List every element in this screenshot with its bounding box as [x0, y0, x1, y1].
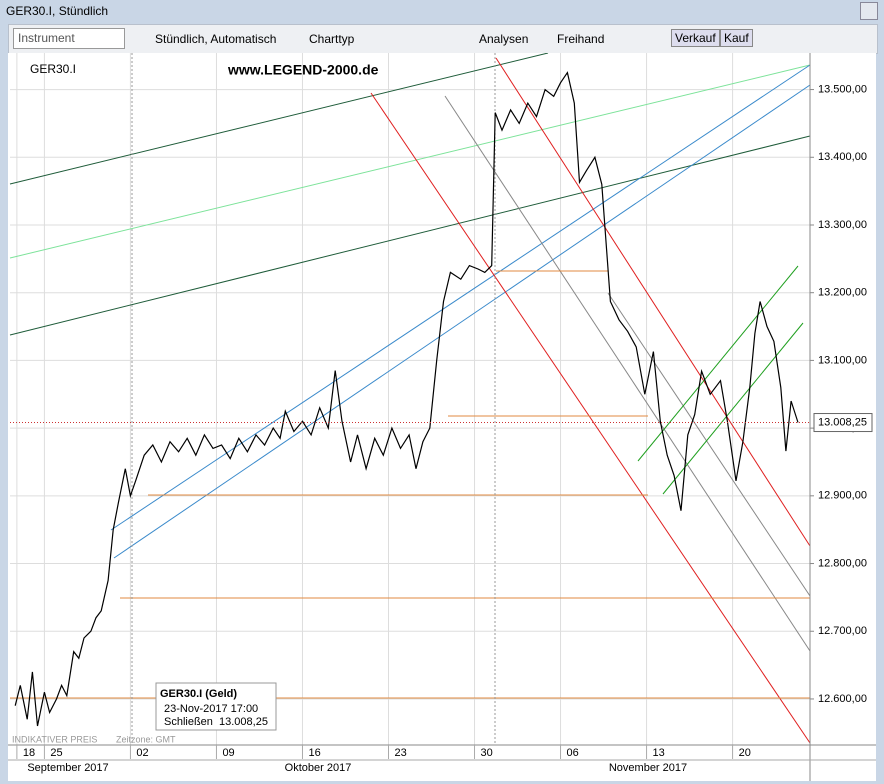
y-tick-label: 12.800,00 [818, 557, 867, 569]
x-tick-label: 02 [136, 747, 148, 759]
y-tick-label: 13.200,00 [818, 287, 867, 299]
buy-button[interactable]: Kauf [720, 29, 753, 47]
last-price-box [813, 413, 873, 433]
month-label: September 2017 [27, 762, 108, 774]
placeholder: Instrument [18, 31, 75, 45]
symbol: GER30.I [30, 62, 76, 76]
chart: GER30.I www.LEGEND-2000.de GER30.I (Geld… [8, 53, 876, 781]
info-close-label: Schließen [164, 716, 213, 728]
info-title: GER30.I (Geld) [160, 688, 237, 700]
x-tick-label: 16 [308, 747, 320, 759]
y-tick-label: 13.100,00 [818, 354, 867, 366]
footer-timezone: Zeitzone: GMT [116, 734, 176, 744]
y-tick-label: 12.700,00 [818, 625, 867, 637]
last-price-label: 13.008,25 [818, 416, 867, 428]
x-tick-label: 30 [481, 747, 493, 759]
info-time: 23-Nov-2017 17:00 [164, 703, 258, 715]
drawings [9, 53, 811, 745]
interval-menu[interactable]: Stündlich, Automatisch [155, 32, 277, 46]
window-title: GER30.I, Stündlich [6, 4, 109, 18]
x-tick-label: 09 [222, 747, 234, 759]
freehand-menu[interactable]: Freihand [557, 32, 605, 46]
toolbar: Instrument Stündlich, Automatisch Chartt… [8, 24, 878, 54]
x-tick-label: 20 [739, 747, 751, 759]
x-tick-label: 13 [653, 747, 665, 759]
month-label: November 2017 [609, 762, 687, 774]
price-line [14, 71, 799, 727]
charttype-menu[interactable]: Charttyp [309, 32, 355, 46]
x-tick-label: 18 [23, 747, 35, 759]
analyses-menu[interactable]: Analysen [479, 32, 529, 46]
y-tick-label: 13.500,00 [818, 83, 867, 95]
y-tick-label: 13.300,00 [818, 219, 867, 231]
watermark: www.LEGEND-2000.de [227, 62, 379, 78]
sell-button[interactable]: Verkauf [671, 29, 720, 47]
x-tick-label: 23 [394, 747, 406, 759]
month-label: Oktober 2017 [285, 762, 352, 774]
footer-note: INDIKATIVER PREIS [12, 734, 97, 744]
info-close-value: 13.008,25 [219, 716, 268, 728]
x-tick-label: 06 [567, 747, 579, 759]
info-box [155, 682, 277, 731]
instrument-input[interactable]: Instrument [13, 28, 125, 49]
y-tick-label: 12.900,00 [818, 490, 867, 502]
y-tick-label: 13.400,00 [818, 151, 867, 163]
y-tick-label: 12.600,00 [818, 693, 867, 705]
x-tick-label: 25 [50, 747, 62, 759]
window-button[interactable] [860, 2, 878, 20]
